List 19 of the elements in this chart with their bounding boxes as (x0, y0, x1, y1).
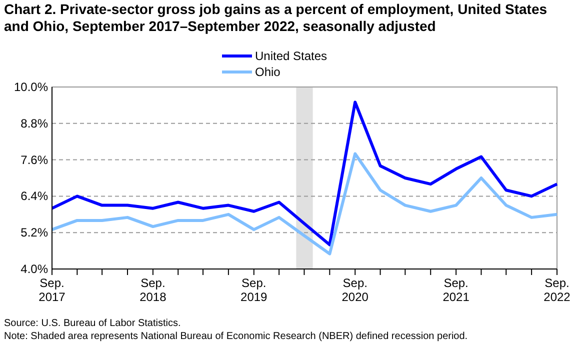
text: Note: Shaded area represents National Bureau of Economic Research (NBER) defined recession period. (4, 331, 468, 342)
y-tick-label: 8.8% (20, 116, 48, 130)
x-tick-label: Sep. 2017 (38, 276, 66, 304)
x-tick-label: Sep. 2022 (544, 276, 571, 304)
line-series (50, 152, 558, 256)
source-note: Source: U.S. Bureau of Labor Statistics. (4, 318, 181, 329)
x-tick-label: Sep. 2018 (140, 276, 167, 304)
legend-label: United States (255, 49, 328, 63)
chart-title: Chart 2. Private-sector gross job gains as a percent of employment, United States and Ohio, September 2017–September 2022, seasonally adjusted (4, 1, 548, 34)
y-tick-label: 4.0% (20, 262, 48, 276)
x-tick-label: Sep. 2020 (342, 276, 369, 304)
y-tick-label: 10.0% (14, 80, 48, 94)
y-tick-label: 7.6% (20, 152, 48, 167)
x-tick-label: Sep. 2019 (240, 276, 268, 304)
y-tick-label: 5.2% (20, 226, 48, 240)
legend-label: Ohio (255, 65, 281, 79)
y-tick-label: 6.4% (20, 189, 48, 204)
x-tick-label: Sep. 2021 (442, 276, 470, 304)
line-series (50, 100, 558, 246)
